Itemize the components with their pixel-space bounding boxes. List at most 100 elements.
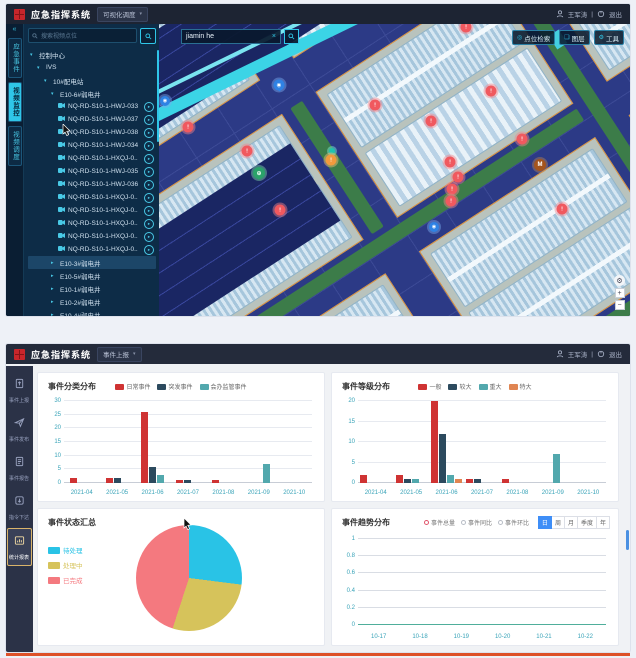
- bar[interactable]: [466, 478, 474, 483]
- period-button-季度[interactable]: 季度: [576, 516, 597, 529]
- legend-item[interactable]: 事件同比: [461, 518, 492, 527]
- tree-search-button[interactable]: [140, 28, 156, 44]
- map-marker-event[interactable]: !: [452, 171, 464, 183]
- caret-icon[interactable]: ▾: [51, 90, 54, 97]
- map-marker-event[interactable]: !: [425, 115, 437, 127]
- bar[interactable]: [455, 478, 463, 483]
- zoom-out-button[interactable]: −: [614, 300, 625, 310]
- layers-button[interactable]: ❏ 图层: [559, 30, 590, 45]
- play-icon[interactable]: ▸: [144, 127, 154, 138]
- device-row[interactable]: NQ-RD-S10-1-HWJ-037 ▸: [28, 113, 156, 126]
- map-marker-event[interactable]: !: [460, 24, 472, 33]
- logout-button[interactable]: 退出: [609, 352, 622, 359]
- tree-node-well[interactable]: ▸ E10-2#弱电井: [28, 295, 156, 308]
- legend-item[interactable]: 较大: [448, 382, 472, 391]
- legend-item[interactable]: 重大: [478, 382, 502, 391]
- map-marker-person[interactable]: M: [534, 159, 546, 171]
- map-search-input[interactable]: jiamin he ×: [181, 29, 281, 44]
- legend-item[interactable]: 日常事件: [115, 382, 150, 391]
- module-dropdown[interactable]: 可视化调度 ▾: [97, 6, 149, 22]
- map-marker-event[interactable]: !: [182, 121, 194, 133]
- sidebar-item-指令下达[interactable]: 指令下达: [7, 489, 32, 525]
- play-icon[interactable]: ▸: [144, 140, 154, 151]
- legend-item[interactable]: 待处理: [48, 545, 83, 555]
- map-marker-pin-green[interactable]: ⊕: [253, 167, 265, 180]
- device-row[interactable]: NQ-RD-S10-1-HWJ-036 ▸: [28, 178, 156, 191]
- device-row[interactable]: NQ-RD-S10-1-HWJ-038 ▸: [28, 126, 156, 139]
- play-icon[interactable]: ▸: [144, 244, 154, 255]
- map-marker-event[interactable]: !: [369, 99, 381, 111]
- map-canvas[interactable]: ◉ ◉!! ⊕!!!!!!!!! M!! ◉! jiamin he × ◎ 点位检索 ❏ 图…: [159, 24, 630, 316]
- tree-scrollbar[interactable]: [157, 50, 159, 142]
- side-tab-视频监控[interactable]: 视频监控: [7, 82, 22, 122]
- bar[interactable]: [157, 474, 165, 483]
- device-row[interactable]: NQ-RD-S10-1-HXQJ-0.. ▸: [28, 204, 156, 217]
- play-icon[interactable]: ▸: [144, 179, 154, 190]
- period-button-周[interactable]: 周: [550, 516, 565, 529]
- device-row[interactable]: NQ-RD-S10-1-HWJ-035 ▸: [28, 165, 156, 178]
- map-marker-event[interactable]: !: [241, 145, 253, 157]
- tree-node-well[interactable]: ▸ E10-3#弱电井: [28, 256, 156, 269]
- legend-item[interactable]: 处理中: [48, 560, 83, 570]
- play-icon[interactable]: ▸: [144, 153, 154, 164]
- play-icon[interactable]: ▸: [144, 114, 154, 125]
- play-icon[interactable]: ▸: [144, 101, 154, 112]
- map-marker-cam[interactable]: ◉: [429, 222, 439, 232]
- pie-chart[interactable]: [136, 525, 242, 631]
- bar[interactable]: [70, 477, 78, 483]
- legend-item[interactable]: 特大: [508, 382, 532, 391]
- bar[interactable]: [360, 474, 368, 483]
- tree-node-well[interactable]: ▸ E10-1#弱电井: [28, 282, 156, 295]
- bar[interactable]: [395, 474, 403, 483]
- tree-search-input[interactable]: 搜索视频点位: [28, 28, 137, 43]
- bar[interactable]: [474, 478, 482, 483]
- side-tab-应急事件[interactable]: 应急事件: [7, 38, 22, 78]
- bar[interactable]: [113, 477, 121, 483]
- legend-item[interactable]: 突发事件: [157, 382, 193, 391]
- period-button-年[interactable]: 年: [595, 516, 610, 529]
- map-marker-event[interactable]: !: [444, 156, 456, 168]
- play-icon[interactable]: ▸: [144, 166, 154, 177]
- map-marker-dot[interactable]: [329, 148, 335, 154]
- side-tab-视频调度[interactable]: 视频调度: [7, 126, 22, 166]
- period-button-日[interactable]: 日: [537, 516, 552, 529]
- map-marker-event[interactable]: !: [274, 204, 286, 216]
- bar[interactable]: [403, 478, 411, 483]
- map-marker-event[interactable]: !: [445, 195, 457, 207]
- period-button-月[interactable]: 月: [563, 516, 578, 529]
- bar[interactable]: [501, 478, 509, 483]
- sidebar-item-事件报告[interactable]: 事件报告: [7, 450, 32, 486]
- point-search-button[interactable]: ◎ 点位检索: [511, 30, 556, 45]
- caret-icon[interactable]: ▸: [51, 272, 54, 279]
- map-marker-pin-blue[interactable]: ◉: [273, 79, 285, 92]
- bar[interactable]: [211, 480, 219, 483]
- bar[interactable]: [553, 454, 561, 483]
- sidebar-item-统计报表[interactable]: 统计报表: [7, 528, 32, 566]
- map-marker-event[interactable]: !: [516, 133, 528, 145]
- tree-node-well[interactable]: ▾ E10-6#弱电井: [28, 87, 156, 100]
- sidebar-item-事件发布[interactable]: 事件发布: [7, 411, 32, 447]
- bar[interactable]: [149, 466, 157, 483]
- device-row[interactable]: NQ-RD-S10-1-HXQJ-0.. ▸: [28, 243, 156, 256]
- sidebar-item-事件上报[interactable]: 事件上报: [7, 372, 32, 408]
- map-marker-event[interactable]: !: [446, 183, 458, 195]
- dashboard-scrollbar[interactable]: [626, 530, 629, 550]
- legend-item[interactable]: 事件总量: [424, 518, 455, 527]
- map-search-button[interactable]: [284, 29, 299, 44]
- caret-icon[interactable]: ▸: [51, 285, 54, 292]
- device-row[interactable]: NQ-RD-S10-1-HWJ-033 ▸: [28, 100, 156, 113]
- bar[interactable]: [184, 480, 192, 483]
- device-row[interactable]: NQ-RD-S10-1-HXQJ-0.. ▸: [28, 152, 156, 165]
- map-marker-event[interactable]: !: [485, 85, 497, 97]
- bar[interactable]: [439, 433, 447, 483]
- caret-icon[interactable]: ▾: [30, 51, 33, 58]
- play-icon[interactable]: ▸: [144, 192, 154, 203]
- legend-item[interactable]: 已完成: [48, 575, 83, 585]
- logout-button[interactable]: 退出: [609, 12, 622, 19]
- caret-icon[interactable]: ▾: [37, 64, 40, 71]
- play-icon[interactable]: ▸: [144, 231, 154, 242]
- tree-node-root[interactable]: ▾ 控制中心: [28, 48, 156, 61]
- caret-icon[interactable]: ▸: [51, 311, 54, 317]
- legend-item[interactable]: 事件环比: [498, 518, 529, 527]
- caret-icon[interactable]: ▸: [51, 298, 54, 305]
